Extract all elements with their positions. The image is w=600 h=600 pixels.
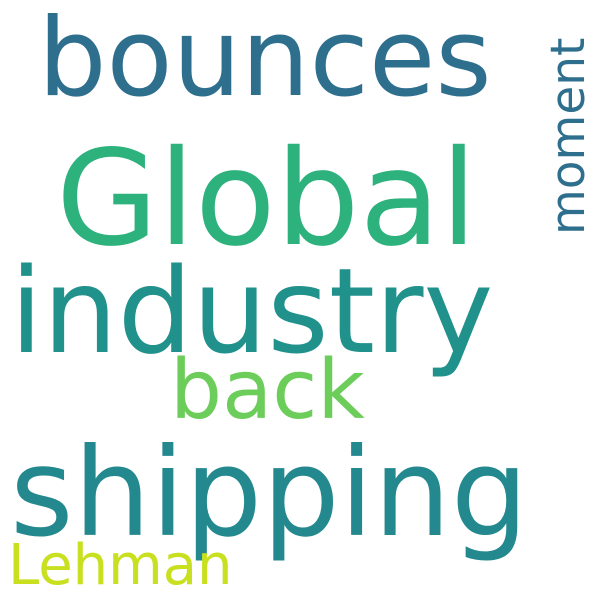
word-moment: moment	[541, 37, 596, 235]
word-industry: industry	[10, 242, 494, 380]
word-global: Global	[56, 122, 478, 276]
word-bounces: bounces	[38, 0, 492, 121]
word-lehman: Lehman	[8, 533, 233, 598]
word-back: back	[170, 343, 365, 438]
word-shipping: shipping	[10, 422, 529, 564]
